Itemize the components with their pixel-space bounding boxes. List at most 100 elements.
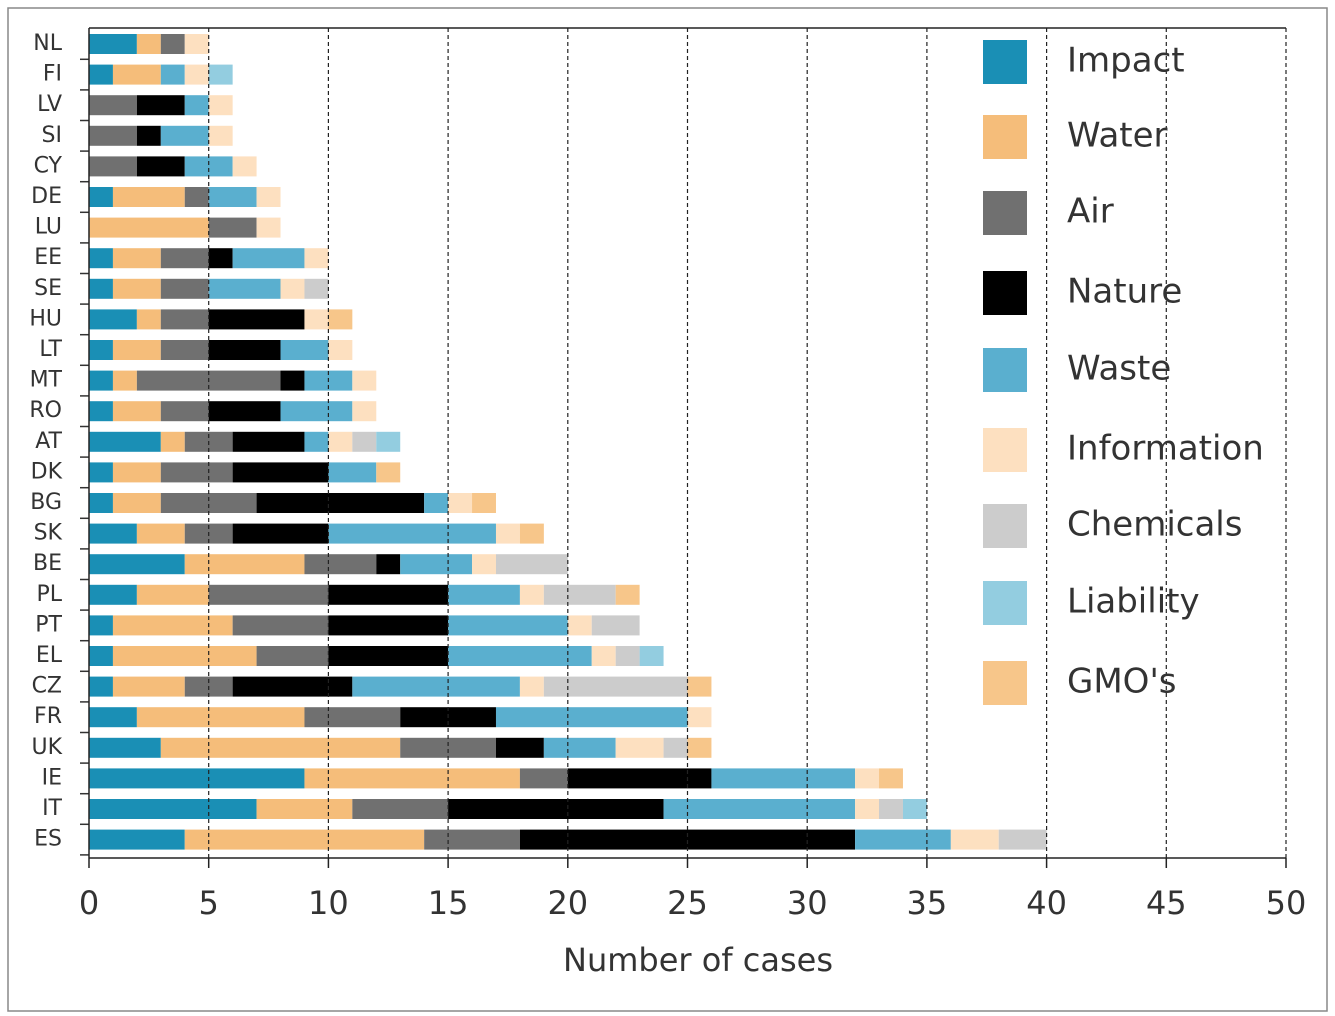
bar-segment (89, 554, 185, 575)
x-tick-label: 15 (428, 884, 469, 922)
bar-segment (208, 340, 281, 360)
bar-segment (89, 401, 113, 422)
bar-segment (328, 462, 377, 483)
bar-segment (280, 370, 305, 391)
legend-swatch (983, 428, 1027, 472)
y-tick-label: CY (34, 153, 63, 178)
bar-segment (184, 64, 209, 85)
bar-segment (89, 340, 113, 360)
y-tick-label: EE (34, 245, 62, 270)
x-tick-label: 30 (787, 884, 828, 922)
bar-segment (448, 584, 520, 605)
bar-segment (256, 646, 329, 666)
bar-segment (89, 676, 113, 697)
bar-segment (304, 431, 329, 452)
bar-segment (208, 217, 257, 238)
bar-segment (567, 615, 592, 636)
y-tick-label: SE (34, 276, 62, 301)
y-tick-label: LT (39, 337, 62, 362)
bar-segment (112, 493, 161, 513)
legend-label: Information (1067, 429, 1264, 469)
y-tick-label: MT (30, 368, 63, 393)
bar-segment (328, 309, 353, 330)
bar-segment (352, 799, 449, 819)
y-tick-label: EL (36, 643, 63, 668)
bar-segment (160, 64, 185, 85)
bar-segment (89, 248, 113, 269)
bar-segment (400, 737, 496, 758)
y-tick-label: SI (42, 123, 62, 148)
bar-segment (687, 676, 712, 697)
bar-segment (352, 370, 377, 391)
bar-segment (472, 554, 496, 575)
bar-segment (89, 584, 137, 605)
bar-segment (112, 646, 257, 666)
bar-segment (328, 523, 496, 544)
bar-segment (136, 523, 185, 544)
bar-segment (543, 737, 616, 758)
bar-segment (998, 829, 1047, 850)
y-tick-label: AT (35, 429, 62, 454)
bar-segment (89, 615, 113, 636)
x-tick-label: 40 (1026, 884, 1067, 922)
legend-label: Impact (1067, 41, 1185, 81)
bar-segment (519, 523, 544, 544)
bar-segment (89, 768, 305, 789)
bar-segment (184, 95, 209, 116)
bar-segment (89, 707, 137, 728)
y-tick-label: IE (42, 765, 62, 790)
bar-segment (304, 768, 520, 789)
bar-segment (615, 646, 640, 666)
bar-segment (950, 829, 999, 850)
bar-segment (112, 401, 161, 422)
bar-segment (304, 554, 377, 575)
bar-segment (232, 248, 305, 269)
bar-segment (89, 493, 113, 513)
bar-segment (160, 340, 209, 360)
legend-swatch (983, 271, 1027, 315)
legend-label: Waste (1067, 349, 1171, 389)
bar-segment (89, 278, 113, 299)
bar-segment (328, 646, 449, 666)
legend-swatch (983, 581, 1027, 625)
bar-segment (160, 125, 209, 146)
bar-segment (352, 676, 520, 697)
bar-segment (89, 829, 185, 850)
x-tick-label: 5 (199, 884, 219, 922)
bar-segment (543, 584, 616, 605)
y-tick-label: PL (36, 582, 62, 607)
bar-segment (208, 64, 233, 85)
bar-segment (89, 156, 137, 177)
bar-segment (89, 34, 137, 54)
bar-segment (519, 584, 544, 605)
bar-segment (495, 707, 688, 728)
y-tick-label: NL (33, 31, 62, 56)
bar-segment (160, 493, 257, 513)
bar-segment (232, 156, 257, 177)
bar-segment (639, 646, 664, 666)
bar-segment (687, 707, 712, 728)
bar-segment (376, 431, 401, 452)
bar-segment (232, 431, 305, 452)
bar-segment (328, 431, 353, 452)
bar-segment (256, 799, 353, 819)
bar-segment (112, 462, 161, 483)
legend-swatch (983, 40, 1027, 84)
bar-segment (160, 278, 209, 299)
legend-swatch (983, 504, 1027, 548)
y-tick-label: UK (31, 735, 62, 760)
legend-label: Water (1067, 116, 1168, 156)
x-tick-label: 20 (547, 884, 588, 922)
x-tick-label: 0 (79, 884, 99, 922)
bar-segment (89, 95, 137, 116)
bar-segment (160, 737, 401, 758)
bar-segment (160, 248, 209, 269)
y-tick-label: SK (34, 521, 63, 546)
bar-segment (280, 340, 329, 360)
bar-segment (376, 462, 401, 483)
bar-segment (280, 278, 305, 299)
bar-segment (160, 34, 185, 54)
bar-segment (328, 615, 449, 636)
bar-segment (304, 707, 401, 728)
bar-segment (424, 829, 520, 850)
